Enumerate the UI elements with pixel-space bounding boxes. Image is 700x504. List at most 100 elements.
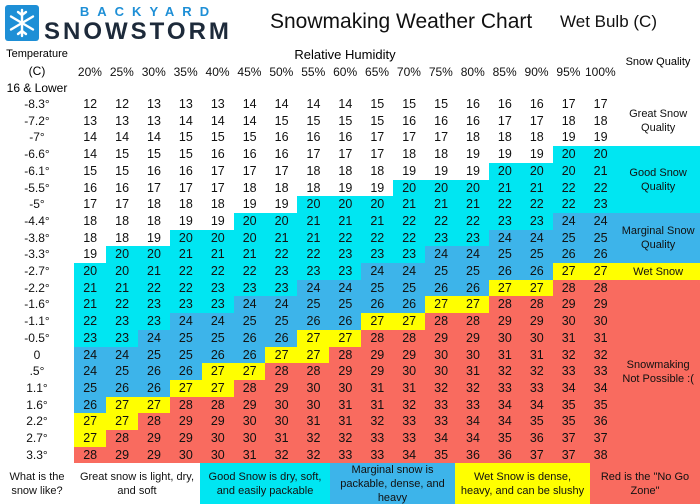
wet-bulb-cell: 14 [74,129,107,147]
wet-bulb-cell: 27 [105,413,139,431]
wet-bulb-cell: 25 [329,296,362,314]
wet-bulb-cell: 23 [233,279,266,297]
wet-bulb-cell: 24 [105,346,139,364]
wet-bulb-cell: 26 [105,379,139,398]
wet-bulb-cell: 26 [488,263,522,281]
wet-bulb-cell: 20 [201,229,234,247]
wet-bulb-cell: 28 [233,379,266,398]
row-header: -6.6° [24,147,50,162]
wet-bulb-cell: 21 [297,212,330,231]
wet-bulb-cell: 13 [105,112,139,130]
zone-description: Marginal snow is packable, dense, and he… [330,463,455,504]
wet-bulb-cell: 29 [393,346,426,364]
wet-bulb-cell: 26 [201,346,234,364]
wet-bulb-cell: 35 [424,446,458,464]
wet-bulb-cell: 28 [169,396,203,414]
wet-bulb-cell: 23 [520,212,553,231]
wet-bulb-cell: 27 [361,313,394,331]
wet-bulb-cell: 18 [74,212,107,231]
wet-bulb-cell: 15 [361,112,394,130]
wet-bulb-cell: 21 [361,212,394,231]
wet-bulb-cell: 21 [393,196,426,214]
wet-bulb-cell: 21 [74,296,107,314]
wet-bulb-cell: 31 [361,396,394,414]
wet-bulb-cell: 23 [584,196,617,214]
wet-bulb-cell: 18 [552,112,585,130]
wet-bulb-cell: 15 [74,162,107,180]
row-header: -8.3° [24,97,50,111]
wet-bulb-cell: 20 [488,162,522,180]
wet-bulb-cell: 23 [265,263,298,281]
wet-bulb-cell: 20 [424,179,458,197]
wet-bulb-cell: 19 [201,212,234,231]
wet-bulb-cell: 24 [74,346,107,364]
wet-bulb-cell: 14 [329,96,362,114]
wet-bulb-cell: 26 [297,313,330,331]
wet-bulb-cell: 14 [169,112,203,130]
wet-bulb-cell: 33 [488,379,522,398]
column-header: 80% [460,65,485,79]
zone-description: Good Snow is dry, soft, and easily packa… [200,463,330,504]
wet-bulb-cell: 20 [393,179,426,197]
wet-bulb-cell: 24 [584,212,617,231]
wet-bulb-cell: 16 [297,129,330,147]
row-header: .5° [29,364,45,379]
wet-bulb-cell: 17 [329,146,362,164]
wet-bulb-cell: 17 [424,129,458,147]
row-header: 0 [33,347,41,362]
wet-bulb-cell: 15 [137,146,171,164]
wet-bulb-cell: 29 [201,413,234,431]
wet-bulb-cell: 25 [456,263,490,281]
wet-bulb-cell: 28 [393,329,426,347]
wet-bulb-cell: 28 [488,296,522,314]
wet-bulb-cell: 23 [329,246,362,264]
wet-bulb-cell: 24 [393,263,426,281]
row-header: -5.5° [24,180,50,195]
wet-bulb-cell: 27 [488,279,522,297]
wet-bulb-cell: 19 [488,146,522,164]
wet-bulb-cell: 37 [552,430,585,448]
wet-bulb-cell: 26 [329,313,362,331]
wet-bulb-cell: 23 [393,246,426,264]
wet-bulb-cell: 24 [488,229,522,247]
wet-bulb-cell: 25 [137,346,171,364]
wet-bulb-cell: 31 [488,346,522,364]
row-header: -5° [29,197,45,212]
wet-bulb-cell: 28 [105,430,139,448]
wet-bulb-cell: 27 [265,346,298,364]
wet-bulb-cell: 30 [265,413,298,431]
wet-bulb-cell: 30 [424,363,458,381]
wet-bulb-cell: 21 [74,279,107,297]
wet-bulb-cell: 13 [137,96,171,114]
wet-bulb-cell: 15 [169,146,203,164]
wet-bulb-cell: 28 [137,413,171,431]
wet-bulb-cell: 17 [201,162,234,180]
wet-bulb-cell: 35 [552,396,585,414]
wet-bulb-cell: 21 [169,246,203,264]
wet-bulb-cell: 19 [552,129,585,147]
wet-bulb-cell: 30 [265,396,298,414]
wet-bulb-cell: 31 [552,329,585,347]
wet-bulb-cell: 25 [74,379,107,398]
wet-bulb-cell: 13 [137,112,171,130]
wet-bulb-cell: 16 [201,146,234,164]
wet-bulb-cell: 25 [297,296,330,314]
wet-bulb-cell: 31 [584,329,617,347]
wet-bulb-cell: 29 [233,396,266,414]
wet-bulb-cell: 26 [265,329,298,347]
wet-bulb-cell: 23 [201,279,234,297]
wet-bulb-cell: 16 [233,146,266,164]
wet-bulb-cell: 24 [552,212,585,231]
wet-bulb-cell: 18 [297,162,330,180]
wet-bulb-cell: 27 [297,329,330,347]
wet-bulb-cell: 16 [424,112,458,130]
wet-bulb-cell: 21 [233,246,266,264]
wet-bulb-cell: 33 [552,363,585,381]
wet-bulb-cell: 30 [456,346,490,364]
wet-bulb-cell: 24 [74,363,107,381]
wet-bulb-cell: 19 [74,246,107,264]
wet-bulb-cell: 29 [137,430,171,448]
wet-bulb-cell: 29 [361,346,394,364]
wet-bulb-cell: 18 [488,129,522,147]
wet-bulb-cell: 25 [361,279,394,297]
